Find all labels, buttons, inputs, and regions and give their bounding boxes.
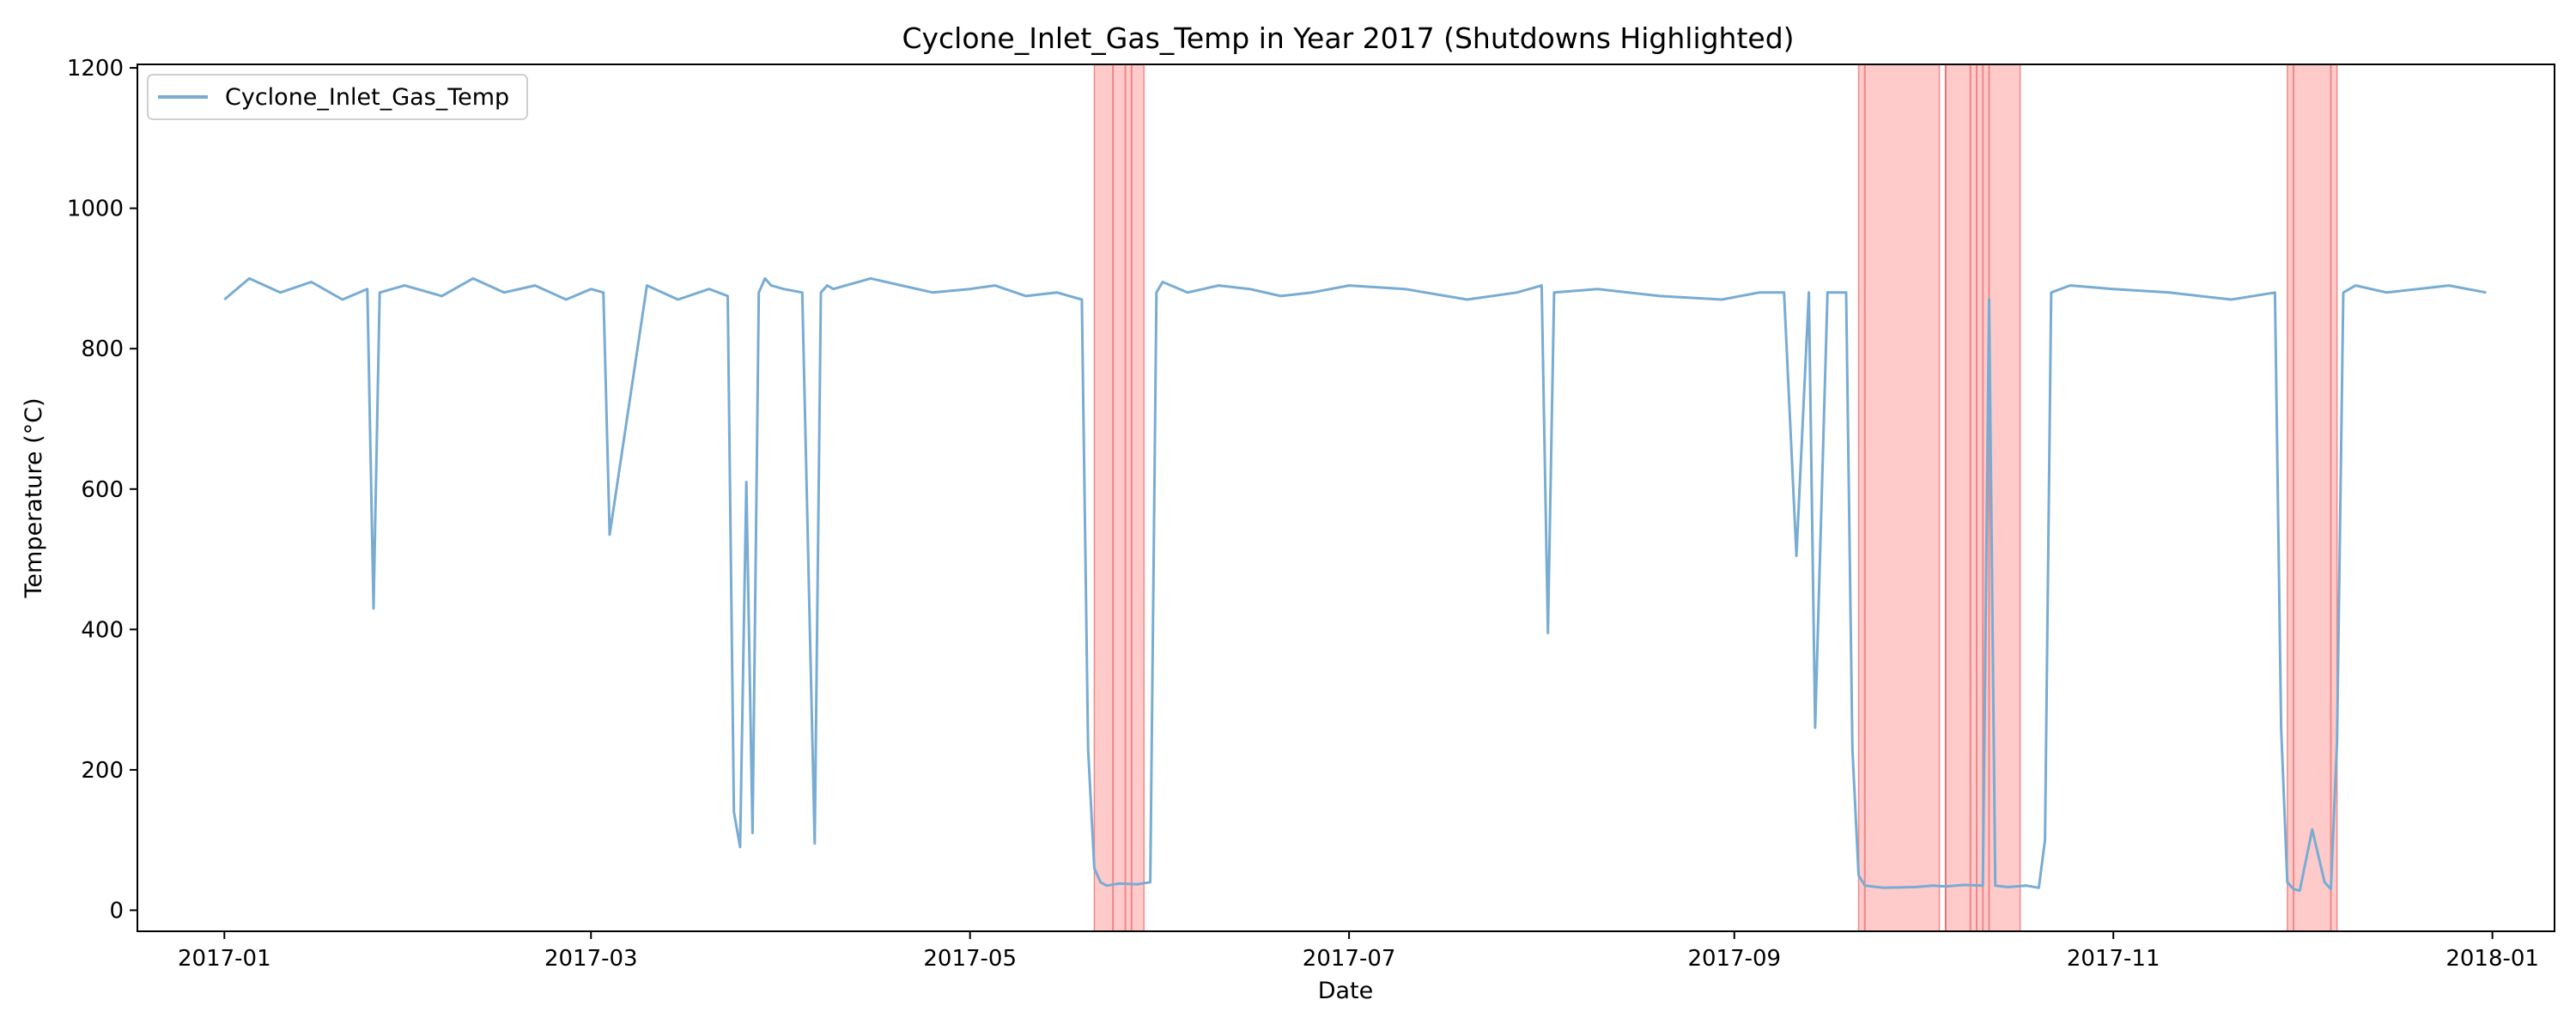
series-layer bbox=[223, 276, 2487, 893]
x-tick-label: 2017-11 bbox=[2067, 946, 2160, 972]
legend-series-label: Cyclone_Inlet_Gas_Temp bbox=[225, 84, 509, 111]
y-tick-label: 0 bbox=[109, 898, 124, 924]
series-line bbox=[223, 276, 2487, 893]
legend: Cyclone_Inlet_Gas_Temp bbox=[147, 74, 528, 120]
y-tick-label: 600 bbox=[81, 477, 124, 503]
legend-box bbox=[147, 74, 528, 120]
y-tick-label: 1000 bbox=[67, 197, 124, 222]
chart-title: Cyclone_Inlet_Gas_Temp in Year 2017 (Shu… bbox=[902, 21, 1794, 55]
y-axis-label: Temperature (°C) bbox=[21, 397, 47, 598]
x-tick-label: 2017-03 bbox=[544, 946, 638, 972]
x-tick-label: 2017-09 bbox=[1687, 946, 1781, 972]
y-tick-label: 1200 bbox=[67, 56, 124, 82]
x-tick-label: 2017-07 bbox=[1303, 946, 1396, 972]
x-axis: 2017-01 2017-03 2017-05 2017-07 2017-09 2017-… bbox=[178, 931, 2539, 972]
x-tick-label: 2017-01 bbox=[178, 946, 271, 972]
x-tick-label: 2017-05 bbox=[923, 946, 1017, 972]
y-tick-label: 800 bbox=[81, 336, 124, 362]
shutdown-span-0 bbox=[1093, 64, 1145, 932]
x-tick-label: 2018-01 bbox=[2445, 946, 2539, 972]
shutdown-span-3 bbox=[2287, 64, 2338, 932]
shutdown-span-1 bbox=[1857, 64, 1941, 932]
y-axis: 0 200 400 600 800 1000 1200 bbox=[67, 56, 137, 924]
plot-frame bbox=[137, 64, 2555, 932]
y-tick-label: 200 bbox=[81, 758, 124, 784]
y-tick-label: 400 bbox=[81, 617, 124, 643]
shutdown-highlight-layer bbox=[1093, 64, 2338, 932]
x-axis-label: Date bbox=[1318, 978, 1374, 1004]
